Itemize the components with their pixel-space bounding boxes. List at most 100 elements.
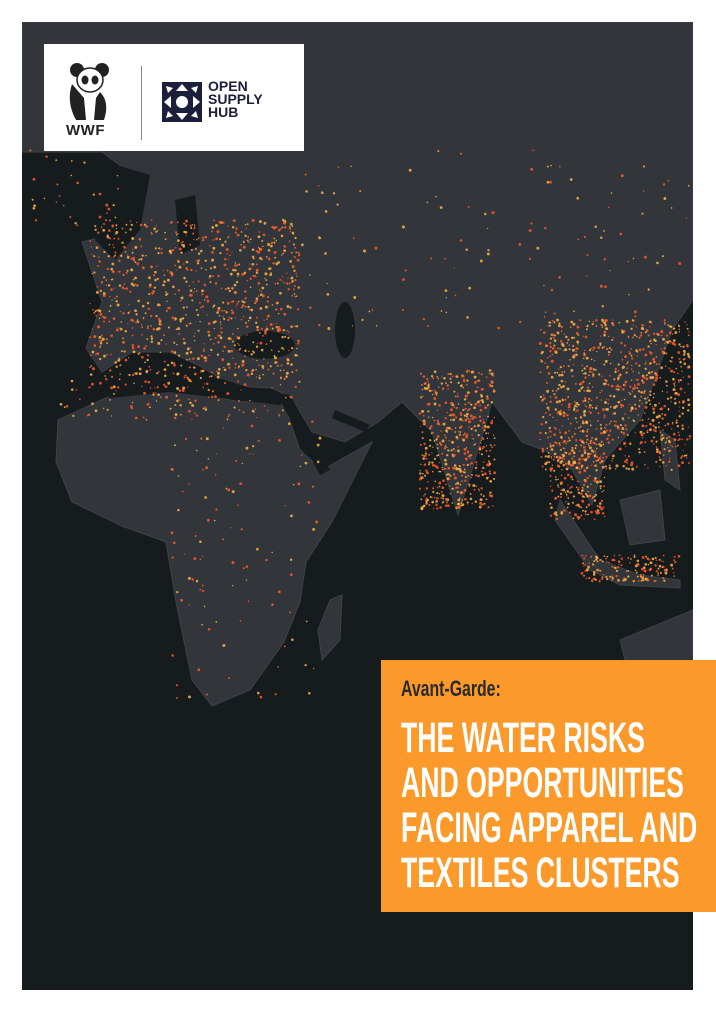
facility-dot [605, 379, 608, 382]
facility-dot [184, 437, 187, 440]
facility-dot [549, 396, 552, 398]
facility-dot [665, 380, 668, 383]
facility-dot [569, 326, 572, 329]
facility-dot [105, 338, 109, 341]
facility-dot [677, 393, 681, 397]
facility-dot [479, 259, 483, 263]
facility-dot [283, 245, 287, 248]
facility-dot [628, 350, 631, 353]
facility-dot [621, 427, 625, 431]
facility-dot [569, 475, 573, 479]
facility-dot [444, 445, 447, 447]
facility-dot [469, 414, 473, 418]
facility-dot [625, 467, 628, 470]
facility-dot [226, 253, 229, 255]
facility-dot [91, 402, 94, 406]
facility-dot [225, 311, 228, 314]
facility-dot [590, 555, 593, 558]
facility-dot [228, 677, 231, 680]
facility-dot [140, 333, 143, 336]
facility-dot [251, 248, 255, 252]
facility-dot [579, 425, 582, 428]
facility-dot [231, 287, 234, 290]
facility-dot [459, 239, 463, 242]
facility-dot [624, 424, 627, 427]
facility-dot [176, 233, 178, 236]
facility-dot [561, 398, 564, 401]
facility-dot [123, 283, 126, 285]
facility-dot [245, 446, 249, 450]
facility-dot [374, 246, 378, 250]
facility-dot [635, 362, 638, 365]
facility-dot [588, 320, 591, 323]
facility-dot [641, 419, 644, 421]
facility-dot [286, 358, 290, 362]
facility-dot [106, 234, 109, 237]
facility-dot [433, 439, 436, 442]
facility-dot [223, 368, 227, 372]
facility-dot [579, 450, 581, 452]
facility-dot [96, 352, 100, 356]
facility-dot [583, 484, 585, 486]
facility-dot [436, 497, 439, 500]
facility-dot [156, 277, 159, 281]
facility-dot [548, 180, 552, 184]
facility-dot [570, 449, 573, 452]
facility-dot [549, 444, 553, 448]
facility-dot [466, 412, 469, 416]
facility-dot [123, 287, 126, 290]
facility-dot [134, 416, 138, 420]
facility-dot [593, 518, 596, 521]
facility-dot [227, 349, 231, 353]
facility-dot [480, 373, 483, 376]
facility-dot [273, 250, 277, 254]
facility-dot [593, 495, 596, 498]
map-svg [22, 22, 693, 761]
facility-dot [546, 447, 549, 450]
facility-dot [214, 282, 218, 285]
facility-dot [292, 243, 295, 246]
facility-dot [72, 414, 75, 417]
facility-dot [621, 358, 624, 361]
facility-dot [94, 228, 97, 231]
facility-dot [568, 344, 571, 346]
facility-dot [254, 408, 257, 410]
facility-dot [220, 287, 223, 290]
facility-dot [131, 327, 134, 329]
facility-dot [288, 331, 290, 333]
facility-dot [482, 438, 485, 441]
facility-dot [118, 357, 121, 360]
facility-dot [675, 421, 678, 424]
facility-dot [652, 407, 656, 411]
facility-dot [593, 464, 597, 468]
facility-dot [128, 373, 131, 377]
facility-dot [556, 464, 560, 468]
facility-dot [433, 397, 437, 400]
facility-dot [451, 502, 454, 504]
facility-dot [100, 339, 103, 342]
facility-dot [575, 466, 579, 470]
facility-dot [588, 382, 591, 385]
facility-dot [457, 403, 460, 405]
facility-dot [175, 328, 178, 331]
facility-dot [625, 458, 629, 462]
facility-dot [573, 455, 575, 458]
facility-dot [560, 379, 564, 383]
facility-dot [453, 476, 457, 480]
facility-dot [582, 373, 585, 375]
facility-dot [563, 439, 566, 443]
facility-dot [687, 355, 691, 358]
facility-dot [432, 487, 435, 490]
facility-dot [452, 447, 455, 450]
facility-dot [591, 579, 593, 581]
facility-dot [165, 343, 168, 345]
facility-dot [570, 485, 573, 488]
facility-dot [644, 577, 648, 581]
facility-dot [549, 430, 552, 433]
facility-dot [468, 286, 472, 290]
facility-dot [568, 348, 571, 351]
facility-dot [665, 365, 667, 367]
facility-dot [611, 559, 614, 562]
facility-dot [668, 460, 671, 463]
partner-logos: WWF OPEN SUPPLY HUB [44, 44, 304, 151]
